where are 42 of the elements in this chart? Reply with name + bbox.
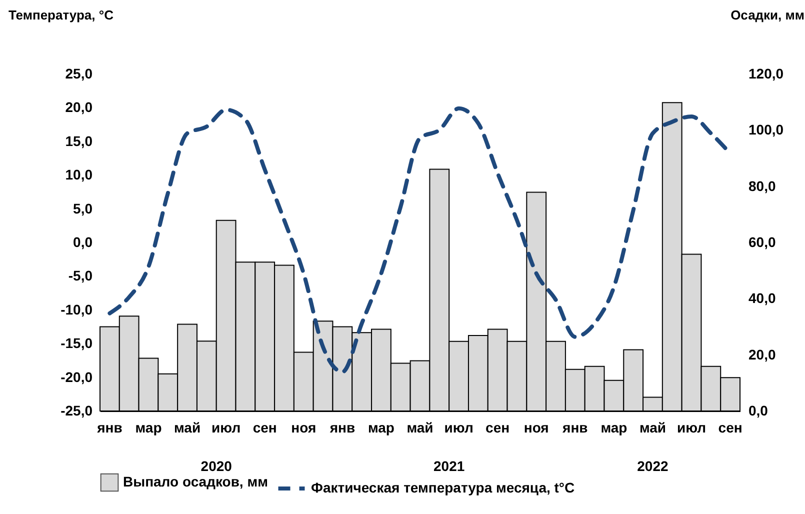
y2-tick-label: 60,0 [748,234,776,250]
legend-label: Выпало осадков, мм [123,474,268,490]
text: 2020 [200,458,232,474]
y-tick-label: 10,0 [65,166,93,183]
y-tick-label: -15,0 [60,335,93,352]
y-tick-label: -10,0 [60,301,93,318]
y-tick-label: 20,0 [65,99,93,116]
y-tick-label: -20,0 [60,368,93,385]
legend-label: Фактическая температура месяца, t°С [311,480,575,496]
x-tick-label: мар [135,420,162,436]
y-tick-label: -5,0 [68,268,93,284]
y-tick-label: 25,0 [65,66,93,82]
x-tick-label: янв [330,420,356,436]
y-axis-title: Температура, °С [8,8,114,22]
y-tick-label: 15,0 [65,132,93,149]
y2-tick-label: 40,0 [748,290,776,306]
x-tick-label: ноя [291,420,316,436]
x-tick-label: мар [600,420,628,436]
x-tick-label: июл [444,420,474,436]
y2-tick-label: 120,0 [748,66,784,82]
x-tick-label: мар [368,420,394,436]
x-tick-label: янв [562,420,588,436]
y2-tick-label: 20,0 [748,346,776,362]
y2-tick-label: 100,0 [748,122,784,138]
y-tick-label: 5,0 [73,200,93,216]
y2-tick-label: 80,0 [748,178,776,194]
x-tick-label: янв [97,420,123,436]
text: 2021 [434,458,465,474]
y2-axis-title: Осадки, мм [730,8,804,22]
x-tick-label: сен [252,420,277,436]
y-tick-label: -25,0 [60,402,93,418]
x-tick-label: июл [212,420,241,436]
y-tick-label: 0,0 [73,234,93,250]
x-tick-label: июл [676,420,706,436]
x-tick-label: май [406,420,434,436]
text: 2022 [637,458,669,474]
x-tick-label: ноя [524,420,549,436]
x-tick-label: сен [718,420,742,436]
x-tick-label: май [639,420,666,436]
x-tick-label: сен [486,420,510,436]
x-tick-label: май [174,420,201,436]
y2-tick-label: 0,0 [748,402,768,418]
